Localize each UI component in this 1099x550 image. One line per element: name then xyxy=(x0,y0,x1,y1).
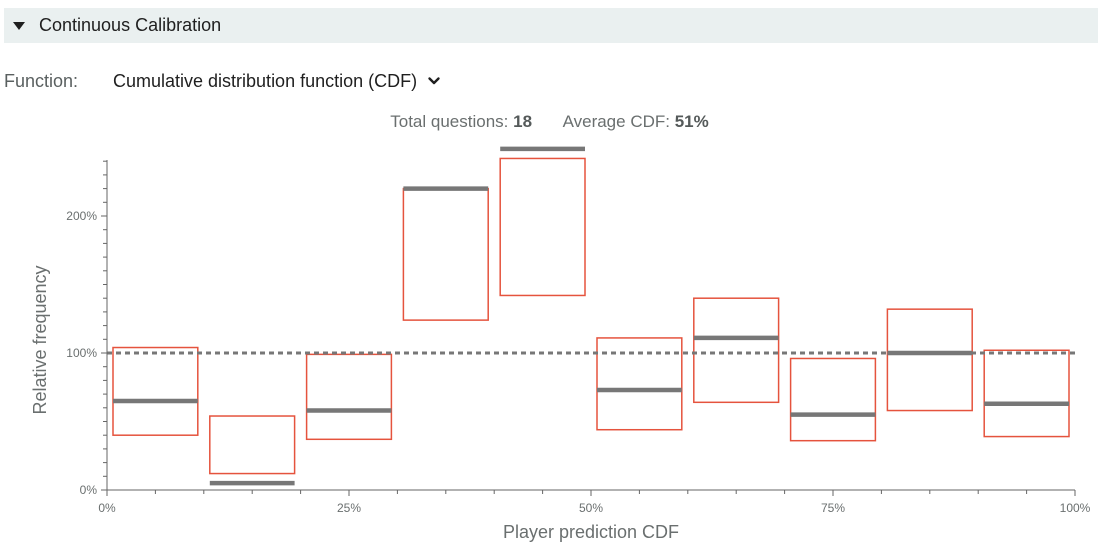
interval-box xyxy=(886,308,973,412)
summary-stats: Total questions: 18 Average CDF: 51% xyxy=(0,112,1099,132)
x-tick-label: 25% xyxy=(337,501,361,515)
interval-box xyxy=(112,346,199,436)
function-select[interactable]: Cumulative distribution function (CDF) xyxy=(113,71,441,92)
chart-marks xyxy=(107,146,1075,486)
chevron-down-icon xyxy=(428,77,440,85)
x-tick-label: 50% xyxy=(579,501,603,515)
total-questions-value: 18 xyxy=(513,112,533,131)
total-questions-label: Total questions: xyxy=(390,112,509,131)
section-title: Continuous Calibration xyxy=(39,15,222,35)
function-label: Function: xyxy=(4,70,79,91)
function-row: Function: Cumulative distribution functi… xyxy=(4,68,441,94)
interval-box xyxy=(693,297,780,404)
x-tick-label: 75% xyxy=(821,501,845,515)
interval-box xyxy=(209,415,296,475)
y-tick-label: 0% xyxy=(80,483,98,497)
x-axis-title: Player prediction CDF xyxy=(503,522,679,542)
caret-down-icon xyxy=(13,21,25,30)
average-cdf-value: 51% xyxy=(674,112,709,131)
interval-box xyxy=(789,357,877,442)
x-tick-label: 100% xyxy=(1060,501,1091,515)
interval-box xyxy=(305,353,393,441)
interval-box xyxy=(402,187,489,321)
interval-box xyxy=(596,337,683,431)
y-tick-label: 100% xyxy=(66,346,97,360)
function-select-value: Cumulative distribution function (CDF) xyxy=(113,70,418,91)
calibration-chart: 0% 100% 200% 0% 25% 50% 75% 100% Relative frequ… xyxy=(30,146,1091,542)
x-tick-label: 0% xyxy=(98,501,116,515)
chart-axes: 0% 100% 200% 0% 25% 50% 75% 100% xyxy=(66,160,1091,515)
average-cdf-label: Average CDF: xyxy=(562,112,670,131)
y-tick-label: 200% xyxy=(66,209,97,223)
interval-box xyxy=(499,157,586,297)
interval-box xyxy=(983,349,1070,438)
section-header-toggle[interactable]: Continuous Calibration xyxy=(4,8,1098,43)
y-axis-title: Relative frequency xyxy=(30,265,50,414)
